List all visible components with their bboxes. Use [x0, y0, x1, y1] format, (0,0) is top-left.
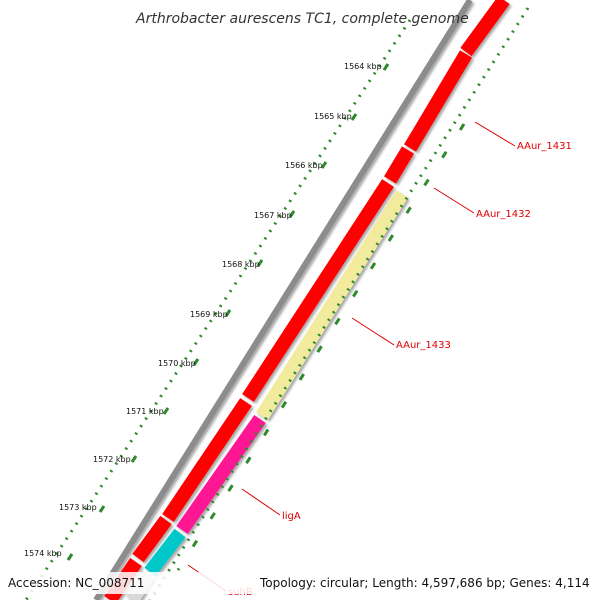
summary-text: Topology: circular; Length: 4,597,686 bp… [259, 576, 590, 590]
tick-label: 1571 kbp [126, 407, 164, 416]
tick-label: 1565 kbp [314, 112, 352, 121]
tick-label: 1570 kbp [158, 359, 196, 368]
cds-arrow[interactable] [162, 398, 252, 522]
feature-track [126, 190, 408, 600]
tick-label: 1567 kbp [254, 211, 292, 220]
tick-labels: 1564 kbp 1565 kbp 1566 kbp 1567 kbp 1568… [24, 62, 382, 558]
accession-text: Accession: NC_008711 [8, 576, 144, 590]
gene-label-aaur-1431[interactable]: AAur_1431 [517, 141, 572, 152]
feature-arrow-cyan[interactable] [144, 528, 186, 577]
cds-track [104, 0, 510, 600]
feature-arrow-yellow[interactable] [256, 190, 408, 420]
cds-arrow[interactable] [383, 146, 415, 184]
tick-label: 1564 kbp [344, 62, 382, 71]
tick-label: 1569 kbp [190, 310, 228, 319]
tick-label: 1573 kbp [59, 503, 97, 512]
gene-label-liga[interactable]: ligA [282, 511, 301, 522]
tick-label: 1572 kbp [93, 455, 131, 464]
map-title: Arthrobacter aurescens TC1, complete gen… [135, 11, 469, 27]
cds-arrow[interactable] [403, 50, 473, 152]
backbone-ring [93, 0, 473, 600]
tick-label: 1568 kbp [222, 260, 260, 269]
gc-skew-dots [148, 7, 530, 600]
cds-arrow[interactable] [242, 179, 394, 402]
feature-arrow-magenta[interactable] [176, 414, 266, 535]
cds-arrow[interactable] [132, 515, 172, 563]
tick-marks [66, 63, 390, 561]
gene-label-aaur-1432[interactable]: AAur_1432 [476, 209, 531, 220]
gene-label-aaur-1433[interactable]: AAur_1433 [396, 340, 451, 351]
cds-arrow[interactable] [460, 0, 510, 57]
footer-background [0, 572, 600, 594]
tick-label: 1574 kbp [24, 549, 62, 558]
gc-skew-ticks [176, 123, 466, 571]
tick-label: 1566 kbp [285, 161, 323, 170]
